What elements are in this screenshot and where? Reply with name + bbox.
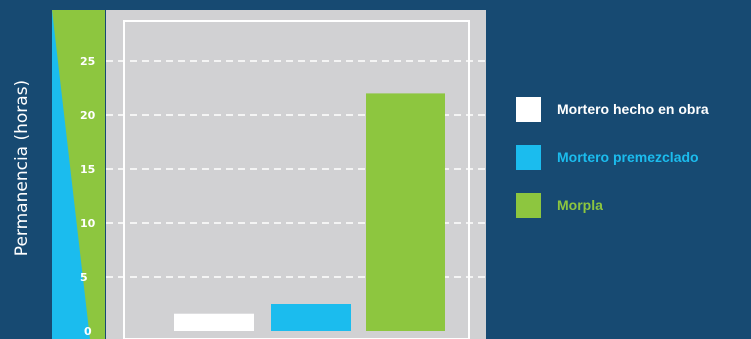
legend-item-mortero-premezclado: Mortero premezclado bbox=[516, 144, 709, 170]
bars bbox=[174, 93, 445, 332]
y-tick-25: 25 bbox=[80, 55, 95, 68]
scale-strip-green bbox=[52, 10, 105, 339]
bar-morpla bbox=[366, 93, 445, 332]
y-tick-15: 15 bbox=[80, 163, 95, 176]
legend-label-morpla: Morpla bbox=[557, 197, 603, 213]
legend-label-mortero-premezclado: Mortero premezclado bbox=[557, 149, 699, 165]
y-tick-10: 10 bbox=[80, 217, 96, 230]
bar-mortero-premezclado bbox=[271, 304, 351, 331]
legend-item-morpla: Morpla bbox=[516, 192, 709, 218]
legend-label-mortero-hecho-en-obra: Mortero hecho en obra bbox=[557, 101, 709, 117]
legend-item-mortero-hecho-en-obra: Mortero hecho en obra bbox=[516, 96, 709, 122]
legend: Mortero hecho en obra Mortero premezclad… bbox=[516, 96, 709, 240]
y-tick-0: 0 bbox=[84, 325, 92, 338]
y-tick-20: 20 bbox=[80, 109, 96, 122]
y-tick-labels: 0 5 10 15 20 25 bbox=[80, 55, 96, 338]
y-scale-strip bbox=[52, 10, 105, 339]
legend-swatch-mortero-hecho-en-obra bbox=[516, 96, 541, 122]
bar-mortero-hecho-en-obra bbox=[174, 313, 254, 331]
plot-frame bbox=[123, 20, 470, 339]
legend-swatch-mortero-premezclado bbox=[516, 144, 541, 170]
legend-swatch-morpla bbox=[516, 192, 541, 218]
y-tick-5: 5 bbox=[80, 271, 88, 284]
